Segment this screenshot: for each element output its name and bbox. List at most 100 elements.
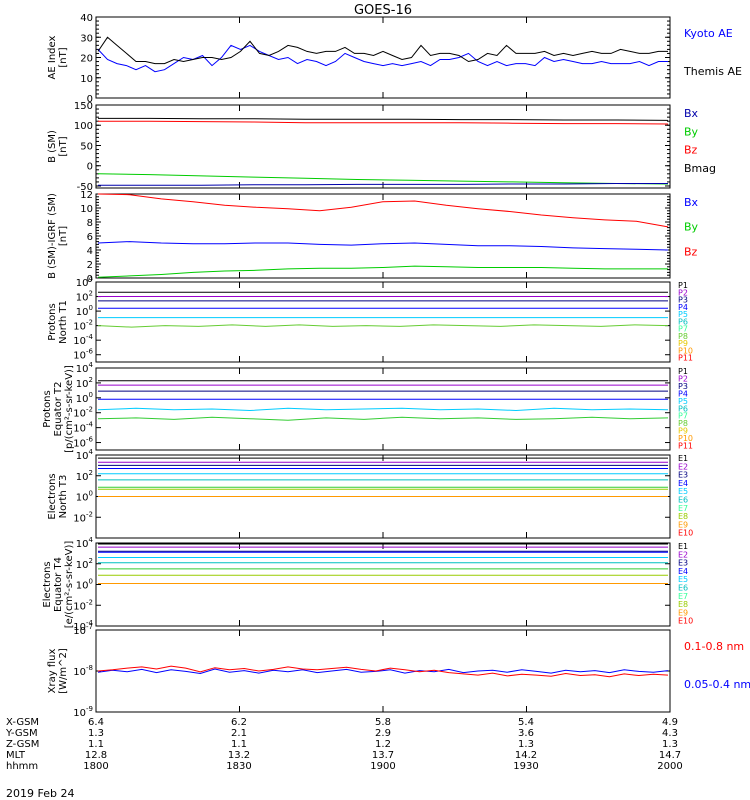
y-tick-exponent: -6 xyxy=(86,436,94,444)
y-axis-label-line: Protons xyxy=(42,390,53,427)
y-tick-exponent: -2 xyxy=(86,598,93,606)
x-row-value: 1.1 xyxy=(231,739,247,750)
x-row-value: 5.4 xyxy=(518,717,534,728)
legend-item-kyoto-ae: Kyoto AE xyxy=(684,27,733,40)
y-tick-exponent: -9 xyxy=(86,705,93,713)
y-tick-label: 100 xyxy=(76,304,93,318)
y-tick-label: 10-6 xyxy=(73,348,93,362)
y-tick-label: 102 xyxy=(76,557,93,571)
x-row-value: 12.8 xyxy=(85,750,107,761)
x-row-value: 1800 xyxy=(83,761,108,772)
y-tick-exponent: -4 xyxy=(86,619,94,627)
y-tick-exponent: 4 xyxy=(89,361,94,369)
y-axis-label-line: North T1 xyxy=(58,300,69,344)
y-axis-label-line: [e/(cm²-s-sr-keV)] xyxy=(64,541,75,629)
series-line-kyoto-ae xyxy=(97,44,668,73)
x-row-value: 1930 xyxy=(513,761,538,772)
y-tick-label: 102 xyxy=(76,376,93,390)
x-row-value: 2.1 xyxy=(231,728,247,739)
y-axis-label-line: [p/(cm²-s-sr-keV)] xyxy=(64,365,75,453)
legend-item-p3: P3 xyxy=(678,296,688,305)
legend-item-e5: E5 xyxy=(678,487,688,496)
series-line-by xyxy=(97,173,669,185)
legend-item-e6: E6 xyxy=(678,584,688,593)
legend-item-p5: P5 xyxy=(678,397,688,406)
legend-item-p2: P2 xyxy=(678,374,688,383)
y-axis-label-line: AE Index xyxy=(47,35,58,79)
legend-item-e10: E10 xyxy=(678,617,693,626)
y-tick-exponent: 0 xyxy=(89,490,93,498)
x-row-value: 4.9 xyxy=(662,717,678,728)
y-axis-label-line: [nT] xyxy=(58,136,69,156)
date-label: 2019 Feb 24 xyxy=(6,787,74,800)
x-row-value: 2000 xyxy=(657,761,682,772)
x-row-value: 13.2 xyxy=(228,750,250,761)
y-tick-label: 10-2 xyxy=(73,510,93,524)
panel-2: -50 0 50 100 150 B (SM)[nT] Bx By Bz Bmag xyxy=(47,101,716,193)
y-tick-label: 100 xyxy=(76,490,93,504)
y-tick-label: 104 xyxy=(76,275,94,289)
legend-item-p11: P11 xyxy=(678,442,693,451)
y-axis-label-line: Protons xyxy=(47,303,58,340)
y-axis-label-line: [nT] xyxy=(58,47,69,67)
x-row-label: X-GSM xyxy=(6,717,39,728)
x-row-value: 14.2 xyxy=(515,750,537,761)
y-tick-exponent: -8 xyxy=(86,664,93,672)
x-axis-table: X-GSM 6.4 6.2 5.8 5.4 4.9 Y-GSM 1.3 2.1 2.9 3.6 4.3… xyxy=(5,717,683,772)
legend-item-p6: P6 xyxy=(678,317,688,326)
y-tick-label: 104 xyxy=(76,448,94,462)
y-axis-label: AE Index[nT] xyxy=(47,35,69,79)
legend-item-p1: P1 xyxy=(678,367,688,376)
series-line-bmag xyxy=(98,117,669,121)
y-tick-label: 0 xyxy=(87,162,93,173)
y-axis-label-line: Electrons xyxy=(47,473,58,519)
legend-item-e10: E10 xyxy=(678,529,693,538)
y-tick-label: 102 xyxy=(76,290,93,304)
y-tick-label: 0 xyxy=(87,94,93,105)
series-line-bz xyxy=(97,193,669,228)
legend-item-e6: E6 xyxy=(678,496,688,505)
y-tick-exponent: -6 xyxy=(86,348,94,356)
legend-item-p4: P4 xyxy=(678,303,688,312)
legend-item-by: By xyxy=(684,221,699,234)
legend-item-p8: P8 xyxy=(678,419,688,428)
y-tick-label: 150 xyxy=(74,101,93,112)
panel-3: 0 2 4 6 8 10 12 B (SM)-IGRF (SM)[nT] Bx By Bz xyxy=(47,190,699,285)
x-row-value: 1.2 xyxy=(375,739,391,750)
y-tick-label: 10 xyxy=(80,74,93,85)
y-axis-label: ProtonsEquator T2[p/(cm²-s-sr-keV)] xyxy=(42,365,75,453)
y-axis-label-line: B (SM) xyxy=(47,130,58,163)
y-tick-label: 50 xyxy=(80,141,93,152)
y-tick-exponent: -2 xyxy=(86,319,93,327)
legend-item-0-1-0-8-nm: 0.1-0.8 nm xyxy=(684,640,744,653)
legend-item-p6: P6 xyxy=(678,404,688,413)
x-row-value: 6.4 xyxy=(88,717,104,728)
series-line-p5 xyxy=(97,407,669,412)
y-tick-exponent: 4 xyxy=(89,536,94,544)
y-tick-label: 30 xyxy=(80,33,93,44)
x-row-value: 14.7 xyxy=(659,750,681,761)
y-tick-label: -50 xyxy=(77,182,93,193)
panel-frame xyxy=(95,542,671,627)
y-tick-label: 12 xyxy=(80,190,93,201)
y-tick-label: 10 xyxy=(80,204,93,215)
y-tick-label: 20 xyxy=(80,54,93,65)
series-line-bx xyxy=(98,183,668,186)
legend-item-p7: P7 xyxy=(678,325,688,334)
legend-item-bx: Bx xyxy=(684,107,699,120)
y-tick-exponent: -2 xyxy=(86,406,93,414)
panel-frame xyxy=(95,16,671,99)
x-row-value: 1830 xyxy=(226,761,251,772)
x-row-value: 13.7 xyxy=(372,750,394,761)
y-tick-exponent: 0 xyxy=(89,578,93,586)
x-row-value: 1.3 xyxy=(518,739,534,750)
legend-item-p8: P8 xyxy=(678,332,688,341)
x-row-label: hhmm xyxy=(6,761,38,772)
legend-item-p1: P1 xyxy=(678,281,688,290)
legend-item-themis-ae: Themis AE xyxy=(683,65,742,78)
x-row-label: Y-GSM xyxy=(5,728,38,739)
legend-item-p10: P10 xyxy=(678,434,693,443)
